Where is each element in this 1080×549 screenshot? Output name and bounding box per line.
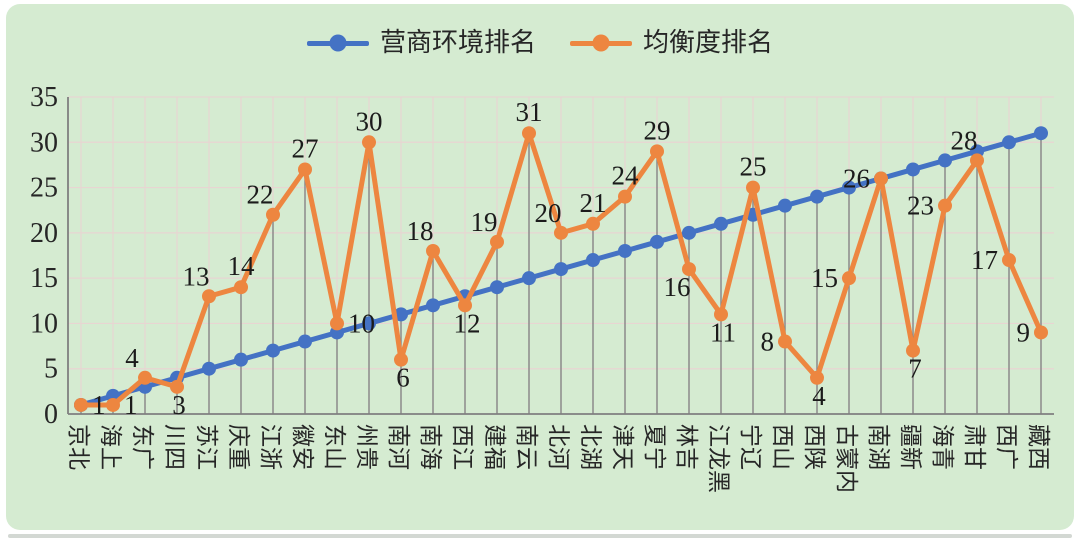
svg-text:11: 11	[710, 317, 736, 347]
svg-text:川四: 川四	[162, 424, 187, 470]
svg-text:庆重: 庆重	[226, 424, 251, 470]
svg-text:0: 0	[44, 399, 58, 430]
svg-text:西陕: 西陕	[802, 424, 827, 470]
svg-text:28: 28	[951, 125, 978, 155]
svg-text:30: 30	[356, 106, 383, 136]
line-marker-icon	[570, 34, 632, 52]
svg-text:林吉: 林吉	[674, 424, 699, 470]
svg-text:17: 17	[971, 245, 998, 275]
svg-text:东山: 东山	[322, 424, 347, 470]
svg-text:南海: 南海	[418, 424, 443, 470]
svg-text:15: 15	[811, 263, 838, 293]
svg-text:西江: 西江	[450, 424, 475, 470]
svg-text:5: 5	[44, 354, 58, 385]
svg-text:29: 29	[644, 115, 671, 145]
svg-text:南云: 南云	[514, 424, 539, 470]
svg-text:京北: 京北	[66, 424, 91, 470]
svg-text:10: 10	[348, 308, 375, 338]
svg-text:海上: 海上	[98, 424, 123, 470]
svg-text:20: 20	[30, 218, 58, 249]
svg-text:州贵: 州贵	[354, 424, 379, 470]
svg-text:建福: 建福	[482, 424, 507, 470]
svg-text:27: 27	[292, 133, 319, 163]
svg-text:21: 21	[580, 188, 607, 218]
legend-item-balance-rank: 均衡度排名	[570, 30, 773, 56]
svg-text:海青: 海青	[930, 424, 955, 470]
svg-text:南湖: 南湖	[866, 424, 891, 470]
svg-text:南河: 南河	[386, 424, 411, 470]
svg-text:20: 20	[535, 198, 562, 228]
svg-text:津天: 津天	[610, 424, 635, 470]
svg-text:江龙黑: 江龙黑	[706, 424, 731, 493]
line-marker-icon	[306, 34, 369, 52]
svg-text:宁辽: 宁辽	[738, 424, 763, 470]
svg-text:23: 23	[907, 191, 934, 221]
svg-text:北湖: 北湖	[578, 424, 603, 470]
legend-label-business-env-rank: 营商环境排名	[379, 28, 536, 57]
svg-text:16: 16	[664, 272, 691, 302]
svg-text:25: 25	[30, 173, 58, 204]
svg-text:夏宁: 夏宁	[642, 424, 667, 470]
chart-card: 营商环境排名 均衡度排名 1 1 4 3 13 14 22 27 10 30 6 18 12 19 31 20…	[6, 4, 1074, 530]
svg-text:西广: 西广	[994, 424, 1019, 470]
card-bottom-shadow	[8, 534, 1072, 538]
svg-text:肃甘: 肃甘	[962, 424, 987, 470]
svg-text:14: 14	[228, 251, 256, 281]
svg-text:徽安: 徽安	[290, 424, 315, 470]
svg-text:疆新: 疆新	[898, 424, 923, 470]
svg-text:31: 31	[516, 97, 543, 127]
svg-text:6: 6	[396, 363, 410, 393]
svg-text:19: 19	[471, 207, 498, 237]
svg-text:东广: 东广	[130, 424, 155, 470]
svg-text:8: 8	[761, 327, 775, 357]
svg-text:13: 13	[183, 261, 210, 291]
svg-text:10: 10	[30, 308, 58, 339]
svg-text:4: 4	[125, 343, 139, 373]
svg-text:15: 15	[30, 263, 58, 294]
svg-text:9: 9	[1017, 317, 1031, 347]
svg-text:古蒙内: 古蒙内	[834, 424, 859, 493]
svg-text:18: 18	[407, 216, 434, 246]
svg-text:24: 24	[612, 161, 640, 191]
svg-text:35: 35	[30, 82, 58, 113]
svg-text:4: 4	[812, 381, 826, 411]
svg-text:26: 26	[843, 164, 870, 194]
svg-text:12: 12	[454, 308, 481, 338]
svg-text:25: 25	[740, 152, 767, 182]
legend-item-business-env-rank: 营商环境排名	[306, 28, 536, 57]
svg-text:苏江: 苏江	[194, 424, 219, 470]
svg-text:江浙: 江浙	[258, 424, 283, 470]
svg-text:3: 3	[172, 390, 186, 420]
svg-text:1: 1	[92, 390, 106, 420]
legend: 营商环境排名 均衡度排名	[6, 30, 1074, 56]
svg-text:北河: 北河	[546, 424, 571, 470]
legend-label-balance-rank: 均衡度排名	[643, 28, 774, 57]
svg-text:22: 22	[247, 180, 274, 210]
chart-area: 1 1 4 3 13 14 22 27 10 30 6 18 12 19 31 20 21 24 29 16 11 25 8…	[6, 4, 1074, 530]
svg-text:7: 7	[908, 354, 922, 384]
svg-text:藏西: 藏西	[1026, 424, 1051, 470]
svg-text:30: 30	[30, 127, 58, 158]
svg-text:西山: 西山	[770, 424, 795, 470]
svg-text:1: 1	[124, 390, 138, 420]
